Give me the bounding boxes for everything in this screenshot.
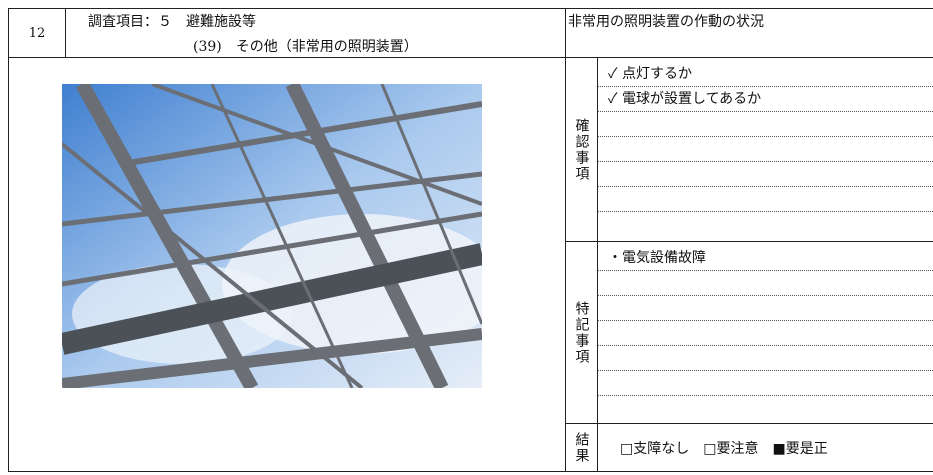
check-item: ✓ 点灯するか bbox=[598, 62, 933, 87]
blank-row bbox=[598, 187, 933, 212]
subject: 非常用の照明装置の作動の状況 bbox=[565, 8, 933, 58]
note-item: ・電気設備故障 bbox=[598, 246, 933, 271]
blank-row bbox=[598, 112, 933, 137]
result-option: ■要是正 bbox=[772, 440, 828, 457]
title-cell: 調査項目：５ 避難施設等 (39) その他（非常用の照明装置） bbox=[65, 8, 566, 58]
blank-row bbox=[598, 162, 933, 187]
result-options: □支障なし □要注意 ■要是正 bbox=[597, 423, 933, 472]
check-item: ✓ 電球が設置してあるか bbox=[598, 87, 933, 112]
photo-cell bbox=[8, 57, 566, 472]
title-line: (39) その他（非常用の照明装置） bbox=[193, 39, 418, 55]
result-option: □支障なし bbox=[620, 440, 690, 457]
check-label: 確認事項 bbox=[565, 57, 598, 242]
notes-label: 特記事項 bbox=[565, 241, 598, 424]
blank-row bbox=[598, 271, 933, 296]
result-label: 結果 bbox=[565, 423, 598, 472]
blank-row bbox=[598, 137, 933, 162]
result-option: □要注意 bbox=[703, 440, 759, 457]
item-number: 12 bbox=[8, 8, 66, 58]
check-rows: ✓ 点灯するか ✓ 電球が設置してあるか bbox=[597, 57, 933, 242]
blank-row bbox=[598, 321, 933, 346]
title-line: 調査項目：５ 避難施設等 bbox=[88, 14, 256, 30]
photo bbox=[62, 84, 482, 388]
blank-row bbox=[598, 346, 933, 371]
blank-row bbox=[598, 371, 933, 396]
blank-row bbox=[598, 296, 933, 321]
notes-rows: ・電気設備故障 bbox=[597, 241, 933, 424]
